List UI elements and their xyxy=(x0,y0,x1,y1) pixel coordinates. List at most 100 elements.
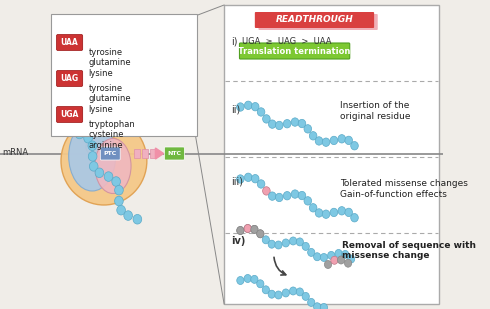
Circle shape xyxy=(290,237,297,245)
Circle shape xyxy=(262,286,270,294)
Circle shape xyxy=(309,132,317,140)
FancyBboxPatch shape xyxy=(134,149,140,158)
Circle shape xyxy=(257,230,264,238)
Circle shape xyxy=(283,120,291,128)
FancyBboxPatch shape xyxy=(165,147,184,160)
Circle shape xyxy=(330,136,338,145)
Circle shape xyxy=(331,256,338,264)
FancyBboxPatch shape xyxy=(150,149,156,158)
Text: tyrosine
glutamine
lysine: tyrosine glutamine lysine xyxy=(89,48,131,78)
Circle shape xyxy=(345,208,352,217)
Circle shape xyxy=(244,274,251,282)
Circle shape xyxy=(245,101,252,109)
FancyBboxPatch shape xyxy=(50,14,197,136)
Circle shape xyxy=(322,138,330,146)
Circle shape xyxy=(345,136,352,145)
FancyBboxPatch shape xyxy=(142,149,148,158)
Ellipse shape xyxy=(61,117,147,205)
Circle shape xyxy=(263,187,270,195)
Text: UGA: UGA xyxy=(60,110,79,119)
Circle shape xyxy=(298,191,306,200)
Circle shape xyxy=(335,249,342,257)
Text: i): i) xyxy=(231,36,238,46)
Text: mRNA: mRNA xyxy=(2,147,28,156)
Circle shape xyxy=(328,252,335,259)
Circle shape xyxy=(89,162,98,171)
Circle shape xyxy=(251,175,259,183)
Circle shape xyxy=(275,241,282,249)
Circle shape xyxy=(320,303,327,309)
Circle shape xyxy=(282,239,290,247)
Circle shape xyxy=(237,175,244,183)
Circle shape xyxy=(237,226,244,235)
Circle shape xyxy=(124,211,132,220)
Circle shape xyxy=(104,172,113,181)
Circle shape xyxy=(347,255,355,263)
Circle shape xyxy=(244,225,251,232)
Circle shape xyxy=(308,298,315,307)
Circle shape xyxy=(237,103,244,111)
Circle shape xyxy=(290,287,297,295)
Circle shape xyxy=(112,177,121,186)
Circle shape xyxy=(251,103,259,111)
Text: ii): ii) xyxy=(231,104,241,114)
Circle shape xyxy=(291,190,299,198)
Ellipse shape xyxy=(95,138,131,193)
Circle shape xyxy=(275,291,282,299)
Circle shape xyxy=(115,196,123,206)
Text: iii): iii) xyxy=(231,176,244,186)
Circle shape xyxy=(314,303,321,309)
Circle shape xyxy=(84,133,93,143)
Circle shape xyxy=(237,277,244,285)
Circle shape xyxy=(351,214,358,222)
Circle shape xyxy=(268,240,275,248)
Circle shape xyxy=(314,253,321,261)
FancyBboxPatch shape xyxy=(255,12,374,28)
Circle shape xyxy=(117,205,125,215)
Circle shape xyxy=(88,141,97,150)
Circle shape xyxy=(344,259,352,267)
Circle shape xyxy=(257,108,265,116)
Circle shape xyxy=(291,118,299,126)
Circle shape xyxy=(269,120,276,128)
Circle shape xyxy=(342,251,349,258)
Circle shape xyxy=(268,290,275,298)
Text: PTC: PTC xyxy=(103,151,117,156)
Text: UGA  ≥  UAG  >  UAA: UGA ≥ UAG > UAA xyxy=(242,36,332,45)
Text: Insertion of the
original residue: Insertion of the original residue xyxy=(340,101,410,121)
Circle shape xyxy=(257,230,264,238)
Text: READTHROUGH: READTHROUGH xyxy=(275,15,353,24)
Circle shape xyxy=(330,208,338,217)
Circle shape xyxy=(133,214,142,224)
Circle shape xyxy=(245,173,252,181)
Circle shape xyxy=(269,192,276,200)
FancyBboxPatch shape xyxy=(240,43,350,59)
Circle shape xyxy=(315,209,323,217)
Circle shape xyxy=(251,225,258,233)
Text: UAG: UAG xyxy=(61,74,79,83)
Circle shape xyxy=(88,152,97,161)
Circle shape xyxy=(338,135,345,143)
Circle shape xyxy=(95,168,104,178)
Circle shape xyxy=(275,193,283,202)
FancyBboxPatch shape xyxy=(258,14,378,30)
Circle shape xyxy=(283,192,291,200)
Circle shape xyxy=(308,248,315,256)
Circle shape xyxy=(320,253,327,261)
Circle shape xyxy=(282,289,290,297)
Circle shape xyxy=(257,180,265,188)
FancyBboxPatch shape xyxy=(224,5,439,304)
FancyBboxPatch shape xyxy=(56,107,83,122)
Circle shape xyxy=(251,225,258,233)
Circle shape xyxy=(324,260,332,269)
Circle shape xyxy=(296,238,303,246)
Circle shape xyxy=(302,242,309,250)
Circle shape xyxy=(322,210,330,218)
Circle shape xyxy=(298,119,306,128)
Circle shape xyxy=(351,142,358,150)
Circle shape xyxy=(302,292,309,300)
Circle shape xyxy=(115,185,123,195)
Circle shape xyxy=(338,207,345,215)
Text: Removal of sequence with
missense change: Removal of sequence with missense change xyxy=(342,241,476,260)
Circle shape xyxy=(237,226,244,235)
